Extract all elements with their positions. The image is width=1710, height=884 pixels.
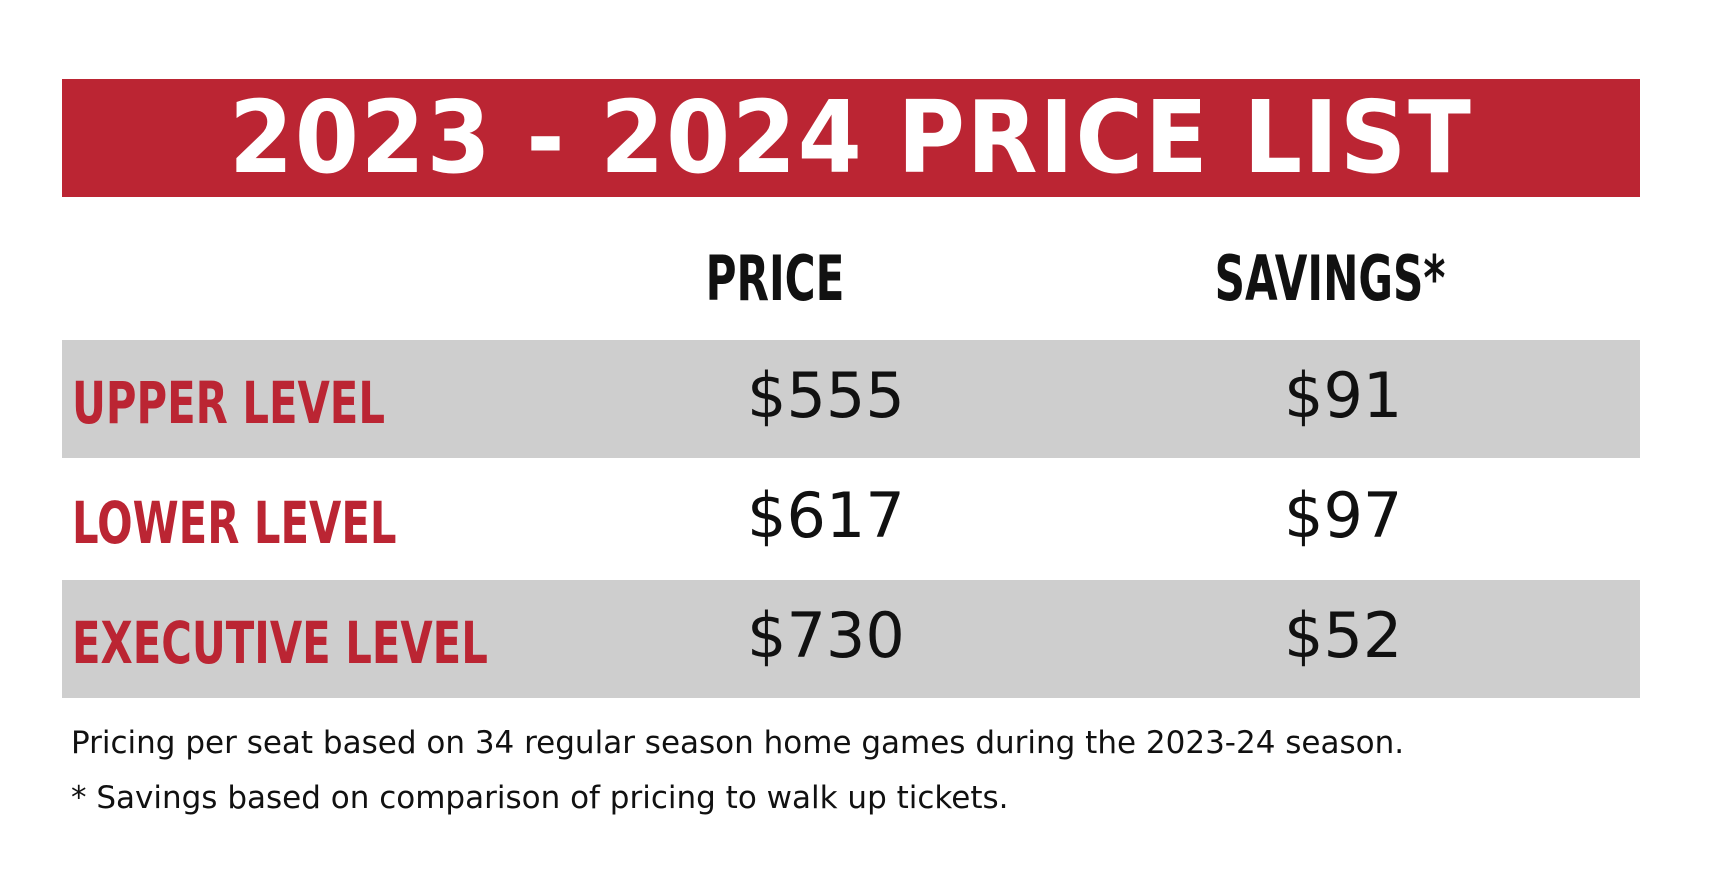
page-title: 2023 - 2024 PRICE LIST: [229, 79, 1473, 196]
table-row-upper-level: UPPER LEVEL $555 $91: [62, 340, 1640, 458]
row-label: EXECUTIVE LEVEL: [72, 609, 488, 677]
table-row-executive-level: EXECUTIVE LEVEL $730 $52: [62, 580, 1640, 698]
row-price: $730: [747, 598, 905, 672]
price-column-header: PRICE: [705, 242, 845, 315]
row-label: UPPER LEVEL: [72, 369, 385, 437]
row-label: LOWER LEVEL: [72, 489, 397, 557]
row-price: $555: [747, 358, 905, 432]
row-price: $617: [747, 478, 905, 552]
row-savings: $52: [1284, 598, 1403, 672]
footnote-pricing: Pricing per seat based on 34 regular sea…: [71, 725, 1405, 761]
table-row-lower-level: LOWER LEVEL $617 $97: [62, 460, 1640, 578]
title-banner: 2023 - 2024 PRICE LIST: [62, 79, 1640, 197]
footnote-savings: * Savings based on comparison of pricing…: [71, 780, 1009, 816]
row-savings: $91: [1284, 358, 1403, 432]
savings-column-header: SAVINGS*: [1214, 242, 1446, 315]
row-savings: $97: [1284, 478, 1403, 552]
